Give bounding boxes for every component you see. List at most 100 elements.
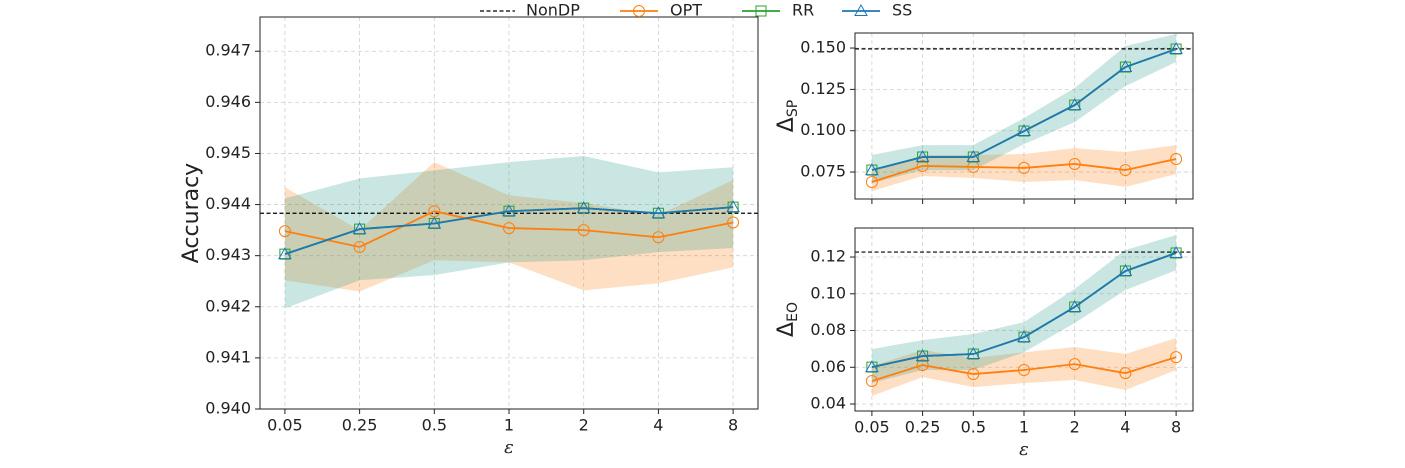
data-point — [1119, 164, 1132, 177]
confidence-band — [871, 338, 1177, 397]
x-axis-label: ε — [1019, 439, 1029, 460]
legend-label: SS — [892, 1, 912, 20]
y-tick-label: 0.075 — [800, 162, 846, 181]
y-axis-label: ΔSP — [774, 100, 801, 132]
data-point — [726, 200, 740, 213]
data-point — [576, 201, 591, 214]
x-tick-label: 4 — [653, 416, 663, 435]
y-tick-label: 0.942 — [205, 296, 251, 315]
y-tick-label: 0.943 — [205, 245, 251, 264]
data-point — [865, 163, 879, 176]
data-point — [1118, 263, 1133, 276]
y-tick-label: 0.941 — [205, 347, 251, 366]
x-tick-label: 2 — [579, 416, 589, 435]
x-tick-label: 0.05 — [267, 416, 303, 435]
plot-frame — [854, 32, 1194, 200]
y-axis-label-subscript: SP — [785, 100, 801, 117]
x-tick-label: 1 — [1019, 418, 1029, 437]
data-point — [353, 240, 366, 253]
data-point — [502, 204, 516, 217]
data-point — [966, 347, 981, 360]
data-point — [1067, 299, 1082, 313]
y-tick-label: 0.944 — [205, 194, 251, 213]
data-point — [278, 247, 292, 260]
data-point — [652, 231, 665, 244]
data-point — [1170, 351, 1183, 364]
data-point — [352, 222, 367, 235]
plot-frame — [259, 16, 759, 410]
y-tick-label: 0.947 — [205, 41, 251, 60]
data-point — [278, 225, 291, 238]
series-line — [871, 48, 1177, 171]
data-point — [1169, 42, 1183, 55]
data-point — [915, 149, 930, 163]
data-point — [916, 359, 929, 372]
x-axis-label: ε — [504, 437, 514, 458]
y-axis-label-subscript: EO — [785, 302, 801, 322]
x-tick-label: 8 — [1171, 418, 1181, 437]
legend-marker — [854, 3, 868, 16]
x-tick-label: 0.05 — [854, 418, 890, 437]
data-point — [1068, 358, 1081, 371]
legend-label: OPT — [670, 1, 702, 20]
y-tick-label: 0.150 — [800, 38, 846, 57]
y-axis-label: ΔEO — [774, 302, 801, 337]
legend-marker — [633, 5, 645, 17]
y-tick-label: 0.945 — [205, 143, 251, 162]
y-axis-label-main: Δ — [774, 322, 799, 337]
x-tick-label: 4 — [1120, 418, 1130, 437]
data-point — [1067, 98, 1082, 111]
y-tick-label: 0.940 — [205, 399, 251, 418]
plot-frame — [854, 227, 1194, 412]
y-tick-label: 0.06 — [810, 357, 846, 376]
series-line — [284, 210, 734, 248]
y-axis-label-main: Δ — [774, 117, 799, 132]
data-point — [967, 368, 980, 381]
data-point — [865, 375, 878, 388]
legend-label: NonDP — [526, 1, 580, 20]
y-axis-label: Accuracy — [179, 163, 204, 263]
x-tick-label: 2 — [1070, 418, 1080, 437]
confidence-band — [284, 156, 734, 309]
series-line — [871, 356, 1177, 382]
confidence-band — [871, 33, 1177, 183]
x-tick-label: 0.25 — [342, 416, 378, 435]
x-tick-label: 0.5 — [961, 418, 986, 437]
data-point — [651, 206, 666, 219]
series-line — [284, 206, 734, 255]
x-tick-label: 8 — [728, 416, 738, 435]
data-point — [915, 349, 930, 362]
confidence-band — [284, 162, 734, 292]
y-tick-label: 0.08 — [810, 320, 846, 339]
legend-marker — [755, 5, 767, 17]
y-axis-label-main: Accuracy — [179, 163, 204, 263]
y-tick-label: 0.12 — [810, 247, 846, 266]
data-point — [577, 224, 590, 237]
y-tick-label: 0.10 — [810, 283, 846, 302]
data-point — [865, 360, 879, 373]
legend-label: RR — [792, 1, 814, 20]
confidence-band — [871, 234, 1177, 384]
y-tick-label: 0.946 — [205, 92, 251, 111]
y-tick-label: 0.100 — [800, 120, 846, 139]
data-point — [1118, 60, 1133, 73]
data-point — [1018, 161, 1030, 174]
data-point — [1017, 124, 1031, 137]
data-point — [1017, 330, 1031, 343]
data-point — [1068, 157, 1081, 170]
data-point — [916, 159, 929, 172]
series-line — [871, 158, 1177, 183]
y-tick-label: 0.125 — [800, 79, 846, 98]
data-point — [1119, 367, 1132, 380]
data-point — [1169, 245, 1183, 258]
data-point — [966, 149, 981, 163]
x-tick-label: 0.5 — [422, 416, 447, 435]
data-point — [1170, 152, 1183, 165]
data-point — [1018, 364, 1030, 377]
x-tick-label: 0.25 — [905, 418, 941, 437]
series-line — [871, 252, 1177, 368]
data-point — [427, 216, 442, 229]
data-point — [727, 216, 740, 229]
x-tick-label: 1 — [504, 416, 514, 435]
